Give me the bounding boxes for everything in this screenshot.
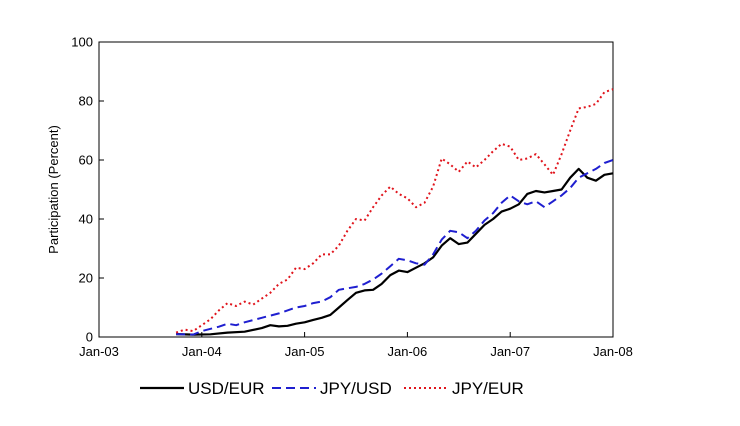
legend-label: USD/EUR — [188, 379, 265, 398]
y-tick-label: 0 — [86, 330, 93, 345]
legend: USD/EUR JPY/USD JPY/EUR — [140, 379, 524, 398]
y-tick-label: 80 — [79, 94, 93, 109]
series-line-jpy-usd — [176, 159, 614, 336]
x-tick-label: Jan-07 — [490, 344, 530, 359]
series-lines — [175, 88, 614, 336]
x-tick-label: Jan-06 — [388, 344, 428, 359]
y-tick-label: 40 — [79, 212, 93, 227]
y-axis-label: Participation (Percent) — [46, 125, 61, 254]
y-axis-ticks: 0 20 40 60 80 100 — [71, 35, 104, 345]
x-tick-label: Jan-05 — [285, 344, 325, 359]
y-tick-label: 20 — [79, 271, 93, 286]
plot-frame — [98, 41, 614, 338]
x-tick-label: Jan-03 — [79, 344, 119, 359]
y-tick-label: 60 — [79, 153, 93, 168]
x-tick-label: Jan-08 — [593, 344, 633, 359]
legend-label: JPY/USD — [320, 379, 392, 398]
series-line-jpy-eur — [175, 88, 614, 334]
series-line-usd-eur — [176, 167, 614, 336]
x-tick-label: Jan-04 — [182, 344, 222, 359]
legend-label: JPY/EUR — [452, 379, 524, 398]
x-axis-ticks: Jan-03 Jan-04 Jan-05 Jan-06 Jan-07 Jan-08 — [79, 332, 633, 359]
y-tick-label: 100 — [71, 35, 93, 50]
